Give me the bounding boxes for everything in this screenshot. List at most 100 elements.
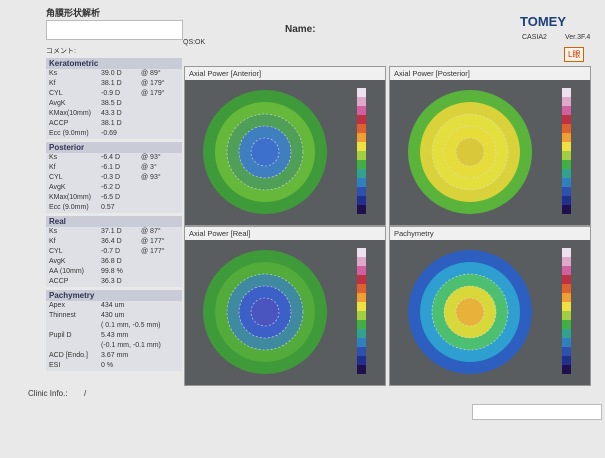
name-box (46, 20, 183, 40)
map (390, 80, 590, 225)
row: ACCP 36.3 D (46, 277, 182, 287)
value: 0.57 (101, 204, 115, 211)
map-shape (357, 160, 366, 169)
value: @ 179° (141, 90, 165, 97)
label: CYL (49, 248, 63, 255)
row: CYL -0.9 D @ 179° (46, 89, 182, 99)
map-panel: Pachymetry (389, 226, 591, 386)
map-title: Axial Power [Posterior] (390, 67, 590, 80)
row: ESI 0 % (46, 361, 182, 371)
value: -0.69 (101, 130, 117, 137)
value: @ 87° (141, 228, 161, 235)
label: Apex (49, 302, 65, 309)
section-title: Real (46, 216, 182, 227)
map-shape (357, 178, 366, 187)
value: 434 um (101, 302, 125, 309)
row: KMax(10mm) -6.5 D (46, 193, 182, 203)
map-shape (562, 356, 571, 365)
section: Pachymetry Apex 434 um Thinnest 430 um ( 0.1 … (46, 290, 182, 371)
map-shape (562, 284, 571, 293)
value: 38.5 D (101, 100, 122, 107)
map-shape (562, 160, 571, 169)
label: Ks (49, 154, 58, 161)
value: @ 177° (141, 238, 165, 245)
label: ACD [Endo.] (49, 352, 88, 359)
row: ACCP 38.1 D (46, 119, 182, 129)
label: CYL (49, 174, 63, 181)
map-shape (357, 293, 366, 302)
row: AvgK 38.5 D (46, 99, 182, 109)
label: Ecc (9.0mm) (49, 204, 89, 211)
label: Ecc (9.0mm) (49, 130, 89, 137)
map-shape (455, 297, 485, 327)
map (390, 240, 590, 385)
label: Thinnest (49, 312, 76, 319)
row: KMax(10mm) 43.3 D (46, 109, 182, 119)
label: ACCP (49, 278, 69, 285)
label: Kf (49, 164, 56, 171)
map-shape (357, 205, 366, 214)
map-shape (357, 311, 366, 320)
value: @ 89° (141, 70, 161, 77)
name-label: Name: (285, 24, 316, 35)
value: (-0.1 mm, -0.1 mm) (101, 342, 161, 349)
map-shape (562, 338, 571, 347)
map-title: Pachymetry (390, 227, 590, 240)
value: 36.4 D (101, 238, 122, 245)
value: 38.1 D (101, 80, 122, 87)
section-title: Keratometric (46, 58, 182, 69)
value: -6.2 D (101, 184, 121, 191)
map-shape (562, 178, 571, 187)
map-shape (562, 302, 571, 311)
value: -6.5 D (101, 194, 121, 201)
label: Kf (49, 80, 56, 87)
map-shape (357, 115, 366, 124)
section: Real Ks 37.1 D @ 87° Kf 36.4 D @ 177° CYL -0.7 D… (46, 216, 182, 287)
row: CYL -0.7 D @ 177° (46, 247, 182, 257)
label: ACCP (49, 120, 69, 127)
value: -0.3 D (101, 174, 121, 181)
label: CYL (49, 90, 63, 97)
value: @ 3° (141, 164, 157, 171)
map-shape (562, 169, 571, 178)
map-shape (562, 196, 571, 205)
map-shape (357, 275, 366, 284)
map-shape (562, 293, 571, 302)
section: Keratometric Ks 39.0 D @ 89° Kf 38.1 D @ 179° C… (46, 58, 182, 139)
value: 0 % (101, 362, 114, 369)
map-shape (357, 338, 366, 347)
map-shape (562, 320, 571, 329)
map-shape (562, 133, 571, 142)
row: Pupil D 5.43 mm (-0.1 mm, -0.1 mm) (46, 331, 182, 351)
map-title: Axial Power [Real] (185, 227, 385, 240)
map-shape (357, 133, 366, 142)
row: Ks 37.1 D @ 87° (46, 227, 182, 237)
value: 37.1 D (101, 228, 122, 235)
label: AA (10mm) (49, 268, 85, 275)
clinic-label: Clinic Info.: (28, 389, 68, 398)
row: AvgK 36.8 D (46, 257, 182, 267)
map-shape (455, 137, 485, 167)
map-panel: Axial Power [Anterior] (184, 66, 386, 226)
value: 38.1 D (101, 120, 122, 127)
map-shape (562, 266, 571, 275)
row: ACD [Endo.] 3.67 mm (46, 351, 182, 361)
label: KMax(10mm) (49, 110, 92, 117)
title: 角膜形状解析 (46, 8, 101, 18)
map-shape (562, 347, 571, 356)
label: AvgK (49, 258, 66, 265)
map-shape (562, 187, 571, 196)
map-shape (562, 257, 571, 266)
model: CASIA2 (522, 34, 547, 41)
label: AvgK (49, 184, 66, 191)
section: Posterior Ks -6.4 D @ 93° Kf -6.1 D @ 3° CYL -0.… (46, 142, 182, 213)
map-shape (357, 248, 366, 257)
map-shape (357, 88, 366, 97)
map-shape (357, 196, 366, 205)
value: 36.3 D (101, 278, 122, 285)
map-shape (562, 115, 571, 124)
map (185, 80, 385, 225)
value: 39.0 D (101, 70, 122, 77)
sign-box (472, 404, 602, 420)
